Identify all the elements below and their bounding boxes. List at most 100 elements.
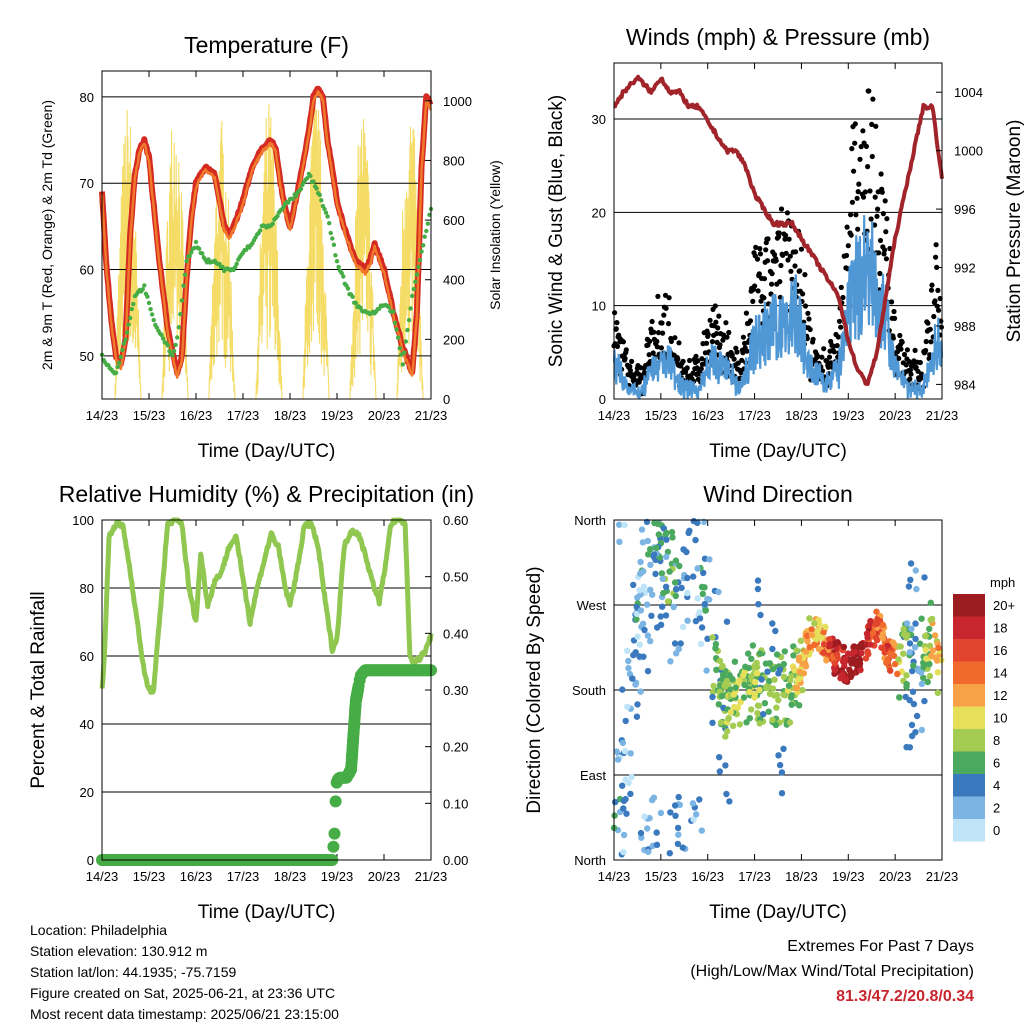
gust-point [867, 188, 873, 194]
direction-point [743, 719, 750, 726]
dewpoint-point [173, 342, 178, 348]
gust-point [699, 356, 705, 362]
y2-tick-label: 0.60 [443, 513, 468, 528]
direction-point [667, 809, 674, 816]
x-tick-label: 20/23 [879, 408, 912, 423]
direction-point [771, 676, 778, 683]
direction-point [910, 700, 918, 708]
direction-point [630, 581, 637, 589]
gust-point [928, 287, 935, 293]
dewpoint-point [334, 259, 340, 264]
direction-point [842, 676, 849, 683]
direction-point [676, 562, 683, 570]
direction-point [929, 647, 937, 654]
gust-point [848, 232, 854, 238]
dewpoint-point [319, 198, 324, 203]
x-tick-label: 19/23 [832, 869, 865, 884]
x-axis-label: Time (Day/UTC) [198, 902, 336, 923]
x-tick-label: 16/23 [691, 408, 724, 423]
dewpoint-point [410, 293, 415, 299]
dewpoint-point [416, 264, 421, 269]
y-tick-label: 20 [592, 205, 606, 220]
y-tick-label: 20 [80, 785, 94, 800]
direction-point [633, 616, 640, 623]
gust-point [623, 347, 629, 353]
direction-point [887, 667, 894, 674]
dewpoint-point [417, 258, 423, 263]
dewpoint-point [131, 301, 136, 307]
direction-point [684, 589, 691, 597]
gust-point [716, 313, 722, 319]
direction-point [628, 773, 635, 781]
direction-point [709, 634, 716, 641]
gust-point [784, 210, 791, 216]
y-tick-label: 30 [592, 112, 606, 127]
direction-point [730, 691, 738, 698]
direction-point [867, 641, 874, 648]
gust-point [838, 324, 844, 330]
legend-swatch [953, 751, 985, 774]
gust-point [666, 295, 672, 301]
dewpoint-point [175, 335, 180, 340]
speed-legend: mph 20+ 18 16 14 12 10 8 6 4 2 0 [953, 575, 1015, 842]
direction-point [751, 694, 758, 701]
direction-point [924, 678, 931, 686]
direction-point [664, 548, 672, 556]
plot-border [101, 70, 432, 400]
gust-point [629, 358, 635, 364]
dewpoint-point [165, 343, 170, 348]
direction-point [906, 697, 913, 704]
y-tick-label: 50 [80, 349, 94, 364]
gust-point [778, 262, 784, 269]
gust-point [907, 376, 913, 382]
gust-point [747, 318, 754, 324]
direction-point [873, 634, 880, 641]
gust-point [651, 329, 657, 335]
gust-point [843, 252, 850, 259]
direction-point [620, 797, 628, 804]
direction-point [884, 656, 891, 663]
panel-title: Winds (mph) & Pressure (mb) [626, 24, 930, 50]
extremes-values: 81.3/47.2/20.8/0.34 [836, 988, 974, 1005]
dewpoint-point [427, 212, 432, 217]
direction-point [657, 809, 665, 817]
dewpoint-point [126, 322, 131, 327]
gust-point [654, 338, 660, 344]
direction-point [709, 688, 717, 696]
y-axis-label: Sonic Wind & Gust (Blue, Black) [546, 95, 567, 367]
direction-point [645, 551, 652, 558]
x-tick-label: 18/23 [785, 869, 818, 884]
direction-point [903, 672, 910, 679]
direction-point [641, 813, 648, 820]
y2-tick-label: 996 [954, 202, 976, 217]
gust-point [687, 357, 693, 364]
dewpoint-point [328, 230, 333, 236]
direction-point [844, 650, 852, 657]
direction-point [666, 568, 673, 575]
dewpoint-point [146, 300, 152, 306]
direction-tick-label: North [574, 513, 606, 528]
x-tick-label: 20/23 [368, 408, 401, 423]
direction-point [891, 660, 899, 668]
legend-label: 18 [993, 621, 1007, 636]
gust-point [807, 326, 813, 333]
gust-point [908, 371, 914, 377]
dewpoint-point [129, 306, 134, 312]
gust-point [769, 271, 775, 277]
gust-point [761, 276, 768, 282]
dewpoint-point [151, 317, 156, 323]
gust-point [874, 213, 880, 219]
gust-point [825, 364, 832, 370]
direction-point [622, 776, 629, 783]
dewpoint-point [425, 221, 431, 226]
direction-point [852, 658, 859, 665]
direction-point [926, 661, 933, 668]
gust-point [613, 326, 619, 332]
dewpoint-point [392, 320, 398, 326]
gust-point [881, 251, 887, 257]
gust-point [805, 310, 811, 316]
direction-point [754, 702, 762, 709]
rainfall-point [352, 682, 365, 695]
legend-label: 16 [993, 643, 1007, 658]
